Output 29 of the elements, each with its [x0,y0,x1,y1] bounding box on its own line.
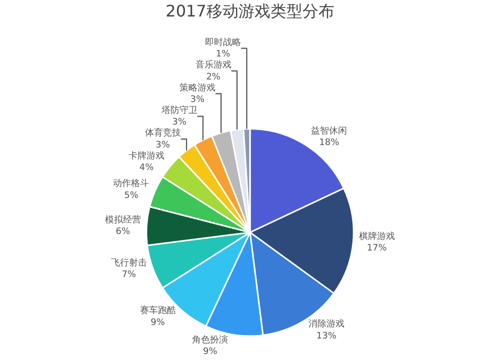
data-label: 7% [122,270,136,280]
slice-label: 角色扮演 [192,334,228,346]
slice-label: 卡牌游戏 [128,150,164,162]
slice-label: 赛车跑酷 [140,305,176,316]
data-label: 9% [202,347,218,358]
slice-label: 动作格斗 [113,178,150,190]
slice-label: 消除游戏 [308,318,344,330]
data-label: 2% [206,72,221,82]
data-label: 1% [216,50,231,60]
data-label: 13% [316,331,337,342]
chart-title: 2017移动游戏类型分布 [166,2,334,21]
data-label: 9% [150,318,166,328]
slice-label: 模拟经营 [104,214,141,226]
slice-label: 体育竞技 [144,128,181,139]
data-label: 4% [139,163,154,174]
slice-label: 音乐游戏 [195,60,232,71]
slice-label: 即时战略 [205,36,242,48]
slice-label: 棋牌游戏 [358,230,395,242]
data-label: 17% [366,244,388,254]
slice-label: 益智休闲 [311,125,348,136]
data-label: 18% [319,138,340,148]
data-label: 3% [190,95,206,105]
data-label: 5% [124,190,139,201]
slice-label: 策略游戏 [179,82,216,94]
slice-label: 塔防守卫 [160,105,198,116]
slice-label: 飞行射击 [110,257,147,268]
data-label: 3% [172,118,187,128]
data-label: 3% [156,140,170,150]
data-label: 6% [116,227,131,238]
